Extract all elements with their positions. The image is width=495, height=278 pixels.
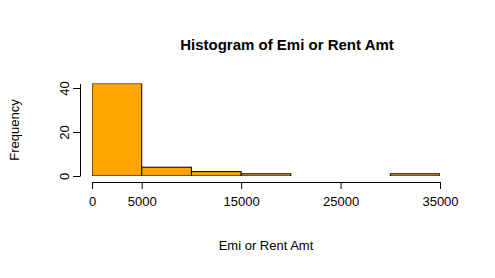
bar: [291, 176, 341, 177]
x-tick: 25000: [323, 182, 359, 209]
axis-line: [93, 182, 441, 183]
y-axis: 0 20 40: [57, 81, 81, 180]
bar: [142, 167, 192, 176]
tick-label: 0: [57, 173, 72, 180]
tick-mark: [142, 182, 143, 189]
tick-label: 20: [57, 125, 72, 139]
y-axis-title: Frequency: [7, 99, 22, 161]
tick-label: 15000: [224, 194, 260, 209]
x-tick: 5000: [128, 182, 157, 209]
x-tick: 15000: [224, 182, 260, 209]
tick-mark: [440, 182, 441, 189]
tick-mark: [341, 182, 342, 189]
axis-line: [80, 84, 81, 176]
tick-mark: [92, 182, 93, 189]
tick-mark: [73, 176, 80, 177]
bar: [341, 176, 391, 177]
x-axis: 0 5000 15000 25000 35000: [89, 182, 459, 209]
x-tick: 35000: [422, 182, 458, 209]
tick-label: 35000: [422, 194, 458, 209]
bar: [191, 172, 241, 176]
tick-mark: [73, 88, 80, 89]
tick-label: 5000: [128, 194, 157, 209]
tick-label: 25000: [323, 194, 359, 209]
chart: Histogram of Emi or Rent Amt 0 5000 15000 25…: [0, 0, 495, 278]
y-tick: 0: [57, 173, 80, 180]
y-tick: 40: [57, 81, 80, 95]
tick-mark: [73, 132, 80, 133]
tick-mark: [241, 182, 242, 189]
bar: [92, 84, 142, 176]
tick-label: 40: [57, 81, 72, 95]
y-tick: 20: [57, 125, 80, 139]
tick-label: 0: [89, 194, 96, 209]
title: Histogram of Emi or Rent Amt: [180, 36, 394, 53]
bar: [390, 174, 440, 176]
bars: [92, 84, 440, 176]
x-axis-title: Emi or Rent Amt: [219, 238, 314, 253]
bar: [241, 174, 291, 176]
x-tick: 0: [89, 182, 96, 209]
